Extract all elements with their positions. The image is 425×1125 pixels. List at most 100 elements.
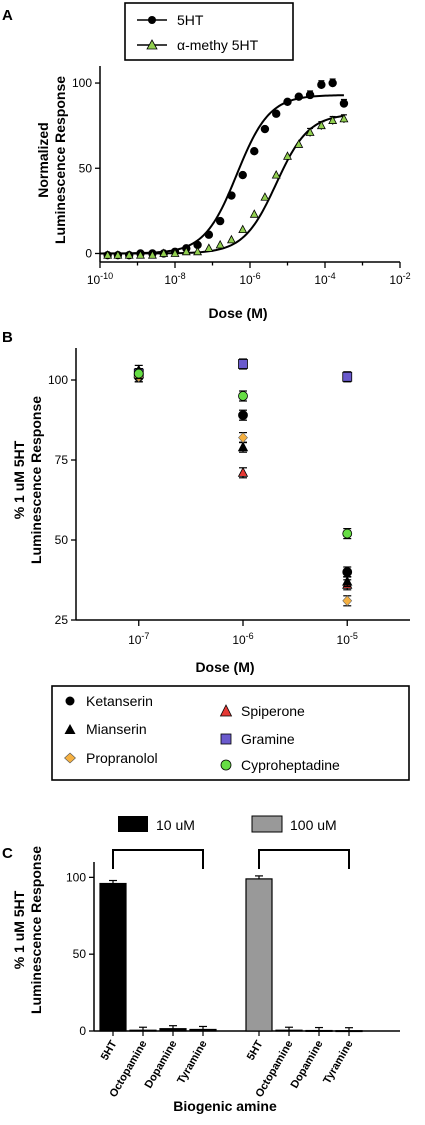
- panel-b-point-propranolol: [342, 595, 353, 607]
- panel-a-point-amethy: [181, 246, 191, 256]
- panel-a-point-amethy: [226, 234, 236, 244]
- panel-c-ylabel-2: Luminescence Response: [28, 846, 44, 1014]
- legend-10um-label: 10 uM: [156, 817, 195, 833]
- panel-b-ylabel-1: % 1 uM 5HT: [11, 440, 27, 519]
- panel-a-point-amethy: [260, 192, 270, 201]
- legend-gramine-label: Gramine: [241, 731, 295, 747]
- panel-b-point-mianserin: [237, 441, 249, 452]
- panel-c-bar-tyramine: [189, 1028, 217, 1032]
- panel-b-legend: Ketanserin Mianserin Propranolol Spipero…: [51, 685, 410, 781]
- legend-cyproheptadine-label: Cyproheptadine: [241, 757, 340, 773]
- panel-b-xlabel: Dose (M): [195, 659, 254, 675]
- panel-a-point-amethy: [147, 250, 157, 259]
- panel-c-category-label: 5HT: [245, 1038, 266, 1062]
- legend-gramine-marker: [220, 733, 232, 745]
- panel-a-point-amethy: [283, 151, 292, 160]
- panel-c-bar-5ht: [99, 882, 127, 1032]
- legend-mianserin-marker: [64, 724, 76, 734]
- panel-a-point-5ht: [215, 216, 225, 226]
- panel-a-y-tick-label: 0: [85, 246, 92, 260]
- panel-a-point-5ht: [227, 191, 236, 200]
- panel-b-y-tick-label: 50: [55, 533, 69, 547]
- legend-5ht-label: 5HT: [177, 12, 204, 28]
- panel-c-bracket-0: [112, 849, 204, 869]
- panel-a-legend: 5HT α-methy 5HT: [124, 2, 294, 61]
- panel-a-x-tick-label: 10-2: [389, 271, 410, 287]
- panel-b-point-propranolol: [238, 432, 248, 443]
- panel-b-x-tick-label: 10-7: [128, 631, 149, 647]
- panel-a-point-amethy: [136, 250, 145, 259]
- panel-a-point-5ht: [260, 124, 270, 134]
- legend-mianserin-label: Mianserin: [86, 721, 147, 737]
- panel-a-point-amethy: [159, 248, 169, 257]
- panel-b-point-mianserin: [342, 575, 353, 586]
- panel-a-fit-curve-0: [100, 94, 344, 255]
- panel-a-point-amethy: [339, 113, 349, 123]
- panel-a-fit-curve-1: [100, 114, 345, 255]
- legend-amethy-marker: [146, 39, 158, 50]
- legend-5ht-marker: [148, 16, 156, 24]
- panel-a-point-amethy: [124, 250, 134, 259]
- panel-a-point-amethy: [328, 115, 338, 124]
- panel-b-ylabel-2: Luminescence Response: [28, 396, 44, 564]
- panel-a-point-5ht: [317, 80, 326, 89]
- panel-a-point-5ht: [238, 170, 247, 180]
- legend-10um-swatch: [118, 816, 148, 832]
- panel-a-ylabel-2: Luminescence Response: [52, 76, 68, 244]
- legend-100um-swatch: [251, 815, 283, 833]
- panel-b-point-gramine: [342, 371, 353, 382]
- panel-b-point-spiperone: [237, 466, 249, 477]
- panel-c-legend: 10 uM 100 uM: [118, 815, 337, 833]
- panel-a-legend-box: [124, 2, 294, 61]
- panel-b-y-tick-label: 75: [55, 453, 69, 467]
- panel-b-point-ketanserin: [342, 567, 353, 577]
- legend-spiperone-label: Spiperone: [241, 703, 305, 719]
- panel-a-point-amethy: [305, 127, 315, 136]
- panel-c-category-label: 5HT: [99, 1038, 120, 1062]
- panel-a-x-tick-label: 10-10: [87, 271, 113, 287]
- legend-100um-label: 100 uM: [290, 817, 337, 833]
- panel-c-y-tick-label: 0: [79, 1024, 86, 1038]
- panel-a-point-5ht: [272, 109, 281, 118]
- panel-a-point-amethy: [271, 170, 281, 179]
- panel-b-label: B: [2, 329, 13, 346]
- panel-b-plot: 25 50 75 100 10-7 10-6 10-5: [48, 348, 410, 647]
- panel-c-category-label: Tyramine: [321, 1039, 355, 1087]
- panel-b-x-tick-label: 10-6: [232, 631, 253, 647]
- panel-a-point-5ht: [283, 97, 292, 106]
- panel-b-point-cyproheptadine: [342, 528, 353, 539]
- panel-a-y-tick-label: 50: [79, 161, 93, 175]
- panel-c-bracket-1: [258, 849, 350, 869]
- legend-ketanserin-marker: [65, 696, 75, 706]
- panel-b-x-tick-label: 10-5: [337, 631, 358, 647]
- legend-spiperone-marker: [219, 704, 233, 717]
- panel-c-y-tick-label: 50: [73, 947, 87, 961]
- panel-a-point-amethy: [170, 248, 180, 257]
- panel-a-point-amethy: [204, 243, 214, 252]
- panel-c-ylabel-1: % 1 uM 5HT: [11, 890, 27, 969]
- panel-c-xlabel: Biogenic amine: [173, 1098, 277, 1114]
- panel-c-bar-octopamine: [275, 1029, 303, 1032]
- panel-a-point-5ht: [204, 230, 214, 239]
- panel-a-point-5ht: [339, 99, 349, 108]
- panel-a-x-tick-label: 10-6: [239, 271, 260, 287]
- panel-a-point-amethy: [294, 139, 304, 148]
- panel-a-point-amethy: [113, 250, 123, 259]
- panel-a-point-5ht: [294, 92, 303, 101]
- panel-c-label: C: [2, 845, 13, 862]
- panel-b-point-ketanserin: [238, 410, 248, 421]
- panel-a-point-5ht: [250, 147, 259, 156]
- panel-a-y-tick-label: 100: [72, 76, 92, 90]
- panel-a-xlabel: Dose (M): [208, 305, 267, 321]
- panel-a-point-amethy: [238, 224, 248, 234]
- panel-c-bar-5ht: [245, 878, 273, 1032]
- panel-b-point-cyproheptadine: [238, 391, 248, 401]
- panel-b-point-gramine: [238, 359, 248, 369]
- legend-propranolol-marker: [64, 752, 76, 764]
- panel-a-point-amethy: [193, 246, 203, 256]
- panel-c-category-label: Tyramine: [175, 1039, 209, 1087]
- panel-c-bar-octopamine: [129, 1029, 157, 1032]
- panel-c-y-tick-label: 100: [66, 870, 86, 884]
